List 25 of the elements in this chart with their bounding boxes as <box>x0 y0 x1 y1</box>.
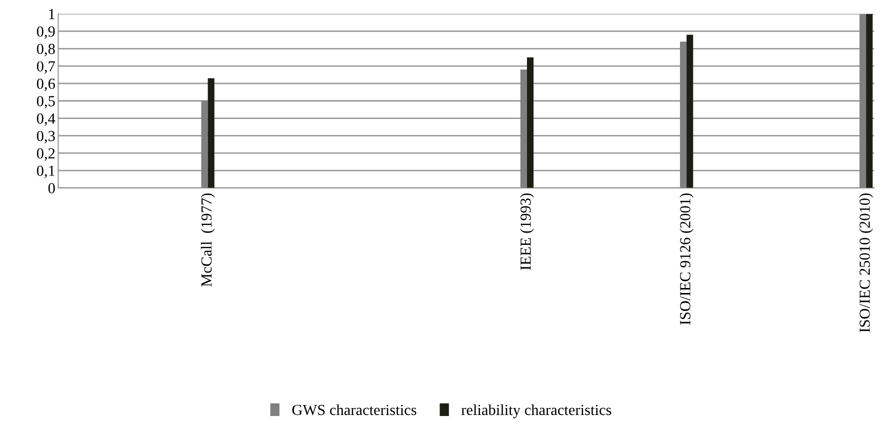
y-tick-label: 0,8 <box>36 44 55 56</box>
y-tick-label: 1 <box>49 9 55 20</box>
bar <box>201 100 208 188</box>
legend-label: GWS characteristics <box>292 404 416 416</box>
y-tick-label: 0,5 <box>36 96 55 109</box>
bar <box>208 78 214 188</box>
y-tick-label: 0,4 <box>36 113 56 126</box>
x-tick-label: ISO/IEC 9126 (2001) <box>680 193 694 325</box>
y-tick-label: 0,9 <box>36 26 55 39</box>
legend-label: reliability characteristics <box>461 404 612 418</box>
bar <box>680 42 687 188</box>
x-tick-label: ISO/IEC 25010 (2010) <box>859 193 874 332</box>
y-tick-label: 0,3 <box>36 130 55 144</box>
bar <box>860 14 866 188</box>
y-tick-label: 0,2 <box>36 148 55 161</box>
y-tick-label: 0 <box>48 183 55 194</box>
bar <box>686 34 694 188</box>
bar <box>520 70 527 188</box>
y-tick-label: 0,1 <box>36 166 55 178</box>
bar <box>526 57 534 188</box>
bar <box>866 14 873 188</box>
y-tick-label: 0,6 <box>36 78 55 92</box>
y-tick-label: 0,7 <box>36 61 55 74</box>
x-tick-label: IEEE (1993) <box>520 193 534 270</box>
x-tick-label: McCall (1977) <box>200 193 215 287</box>
